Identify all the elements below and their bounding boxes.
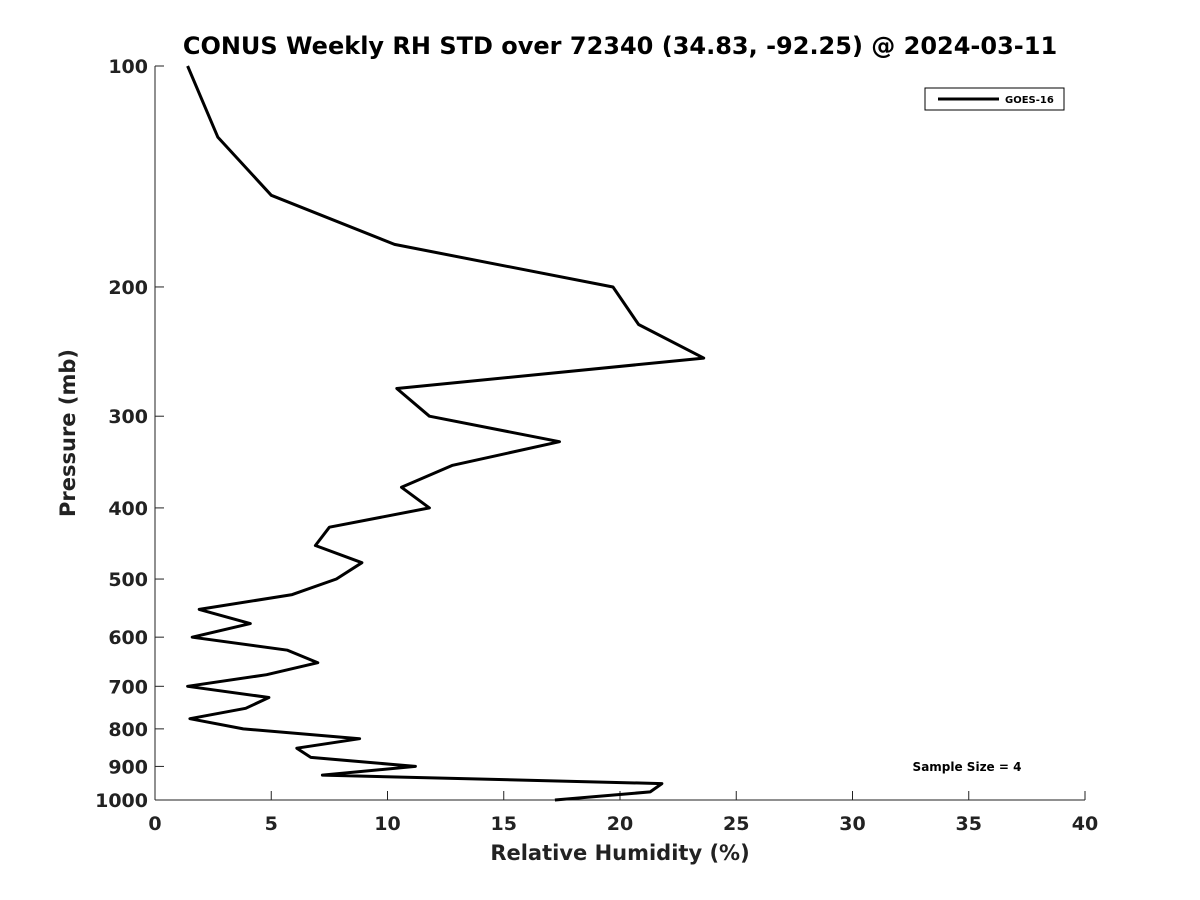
y-tick-label: 100 — [108, 56, 148, 78]
x-tick-label: 25 — [723, 813, 749, 835]
x-tick-label: 30 — [839, 813, 865, 835]
x-tick-label: 20 — [607, 813, 633, 835]
y-tick-label: 300 — [108, 406, 148, 428]
x-tick-label: 10 — [374, 813, 400, 835]
y-axis-label: Pressure (mb) — [56, 349, 80, 517]
y-tick-label: 200 — [108, 277, 148, 299]
legend: GOES-16 — [924, 87, 1065, 111]
series-line-goes-16 — [186, 65, 706, 802]
legend-label: GOES-16 — [1005, 95, 1054, 106]
y-tick-label: 500 — [108, 569, 148, 591]
x-ticks: 0 5 10 15 20 25 30 35 40 — [148, 791, 1098, 835]
series-layer — [186, 65, 706, 802]
y-tick-label: 400 — [108, 498, 148, 520]
y-tick-label: 900 — [108, 756, 148, 778]
x-tick-label: 40 — [1072, 813, 1098, 835]
chart-title: CONUS Weekly RH STD over 72340 (34.83, -… — [183, 32, 1057, 60]
y-tick-label: 600 — [108, 627, 148, 649]
x-tick-label: 15 — [491, 813, 517, 835]
x-tick-label: 0 — [148, 813, 161, 835]
x-axis-label: Relative Humidity (%) — [490, 841, 749, 865]
y-tick-label: 700 — [108, 676, 148, 698]
x-tick-label: 35 — [956, 813, 982, 835]
x-tick-label: 5 — [265, 813, 278, 835]
plot-area — [154, 66, 1085, 801]
sample-size-annotation: Sample Size = 4 — [913, 760, 1022, 774]
y-tick-label: 800 — [108, 719, 148, 741]
y-tick-label: 1000 — [95, 790, 148, 812]
y-ticks: 100 200 300 400 500 600 700 800 900 1000 — [95, 56, 164, 812]
